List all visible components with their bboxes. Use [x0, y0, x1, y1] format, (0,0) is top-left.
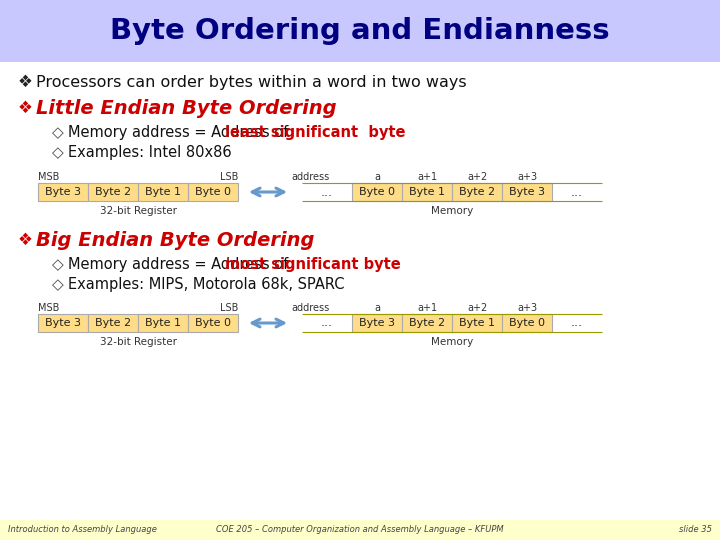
Text: Byte 2: Byte 2	[409, 318, 445, 328]
Text: Byte 1: Byte 1	[459, 318, 495, 328]
Bar	[502, 314, 552, 332]
Text: ◇: ◇	[52, 258, 64, 273]
Text: a+2: a+2	[467, 172, 487, 182]
Text: Memory address = Address of: Memory address = Address of	[68, 125, 293, 140]
Text: MSB: MSB	[38, 172, 59, 182]
Bar	[352, 314, 402, 332]
Text: ...: ...	[571, 316, 583, 329]
Bar	[38, 183, 88, 201]
Text: slide 35: slide 35	[679, 525, 712, 535]
Text: ❖: ❖	[18, 73, 33, 91]
Text: Processors can order bytes within a word in two ways: Processors can order bytes within a word…	[36, 75, 467, 90]
Text: a+3: a+3	[517, 172, 537, 182]
Bar	[138, 183, 188, 201]
Bar	[88, 314, 138, 332]
Bar	[38, 314, 88, 332]
Text: a+1: a+1	[417, 303, 437, 313]
Text: MSB: MSB	[38, 303, 59, 313]
Text: a+2: a+2	[467, 303, 487, 313]
Text: Examples: MIPS, Motorola 68k, SPARC: Examples: MIPS, Motorola 68k, SPARC	[68, 278, 344, 293]
Text: 32-bit Register: 32-bit Register	[99, 206, 176, 216]
Text: a+3: a+3	[517, 303, 537, 313]
Text: Byte 0: Byte 0	[359, 187, 395, 197]
Bar	[188, 314, 238, 332]
Text: ❖: ❖	[18, 231, 33, 249]
Text: Byte 3: Byte 3	[359, 318, 395, 328]
Bar	[402, 314, 452, 332]
Text: a+1: a+1	[417, 172, 437, 182]
Bar	[0, 0, 720, 62]
Text: a: a	[374, 172, 380, 182]
Text: most significant byte: most significant byte	[225, 258, 400, 273]
Text: ...: ...	[571, 186, 583, 199]
Text: COE 205 – Computer Organization and Assembly Language – KFUPM: COE 205 – Computer Organization and Asse…	[216, 525, 504, 535]
Text: Big Endian Byte Ordering: Big Endian Byte Ordering	[36, 231, 315, 249]
Bar	[452, 183, 502, 201]
Bar	[502, 183, 552, 201]
Bar	[352, 183, 402, 201]
Text: Little Endian Byte Ordering: Little Endian Byte Ordering	[36, 98, 337, 118]
Text: least significant  byte: least significant byte	[225, 125, 405, 140]
Text: Byte 1: Byte 1	[145, 318, 181, 328]
Text: Examples: Intel 80x86: Examples: Intel 80x86	[68, 145, 232, 160]
Text: LSB: LSB	[220, 172, 238, 182]
Text: Byte 3: Byte 3	[509, 187, 545, 197]
Bar	[188, 183, 238, 201]
Text: Byte 1: Byte 1	[145, 187, 181, 197]
Text: Byte 1: Byte 1	[409, 187, 445, 197]
Bar	[138, 314, 188, 332]
Text: ❖: ❖	[18, 99, 33, 117]
Text: Byte 2: Byte 2	[459, 187, 495, 197]
Bar	[88, 183, 138, 201]
Text: Byte 2: Byte 2	[95, 318, 131, 328]
Text: address: address	[291, 172, 329, 182]
Text: Byte 3: Byte 3	[45, 318, 81, 328]
Text: Memory address = Address of: Memory address = Address of	[68, 258, 293, 273]
Text: ...: ...	[321, 316, 333, 329]
Text: Memory: Memory	[431, 337, 473, 347]
Bar	[402, 183, 452, 201]
Text: ◇: ◇	[52, 278, 64, 293]
Text: Byte 0: Byte 0	[195, 187, 231, 197]
Text: ...: ...	[321, 186, 333, 199]
Text: Memory: Memory	[431, 206, 473, 216]
Text: Byte Ordering and Endianness: Byte Ordering and Endianness	[110, 17, 610, 45]
Text: ◇: ◇	[52, 125, 64, 140]
Text: Byte 0: Byte 0	[195, 318, 231, 328]
Text: Introduction to Assembly Language: Introduction to Assembly Language	[8, 525, 157, 535]
Text: address: address	[291, 303, 329, 313]
Text: Byte 2: Byte 2	[95, 187, 131, 197]
Bar	[0, 520, 720, 540]
Text: a: a	[374, 303, 380, 313]
Text: LSB: LSB	[220, 303, 238, 313]
Text: 32-bit Register: 32-bit Register	[99, 337, 176, 347]
Text: Byte 3: Byte 3	[45, 187, 81, 197]
Text: Byte 0: Byte 0	[509, 318, 545, 328]
Bar	[452, 314, 502, 332]
Text: ◇: ◇	[52, 145, 64, 160]
